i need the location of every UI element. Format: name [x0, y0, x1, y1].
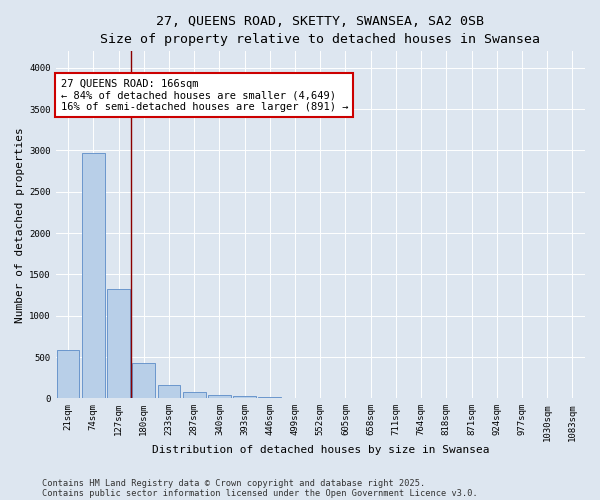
- Bar: [133, 363, 155, 398]
- Bar: [158, 384, 181, 398]
- Text: Contains HM Land Registry data © Crown copyright and database right 2025.: Contains HM Land Registry data © Crown c…: [42, 478, 425, 488]
- Bar: [107, 290, 130, 399]
- Bar: [233, 396, 256, 398]
- Bar: [183, 392, 206, 398]
- Y-axis label: Number of detached properties: Number of detached properties: [15, 127, 25, 322]
- Bar: [208, 395, 231, 398]
- Bar: [82, 153, 104, 398]
- Bar: [57, 350, 79, 399]
- X-axis label: Distribution of detached houses by size in Swansea: Distribution of detached houses by size …: [152, 445, 489, 455]
- Title: 27, QUEENS ROAD, SKETTY, SWANSEA, SA2 0SB
Size of property relative to detached : 27, QUEENS ROAD, SKETTY, SWANSEA, SA2 0S…: [100, 15, 540, 46]
- Bar: [259, 397, 281, 398]
- Text: Contains public sector information licensed under the Open Government Licence v3: Contains public sector information licen…: [42, 488, 478, 498]
- Text: 27 QUEENS ROAD: 166sqm
← 84% of detached houses are smaller (4,649)
16% of semi-: 27 QUEENS ROAD: 166sqm ← 84% of detached…: [61, 78, 348, 112]
